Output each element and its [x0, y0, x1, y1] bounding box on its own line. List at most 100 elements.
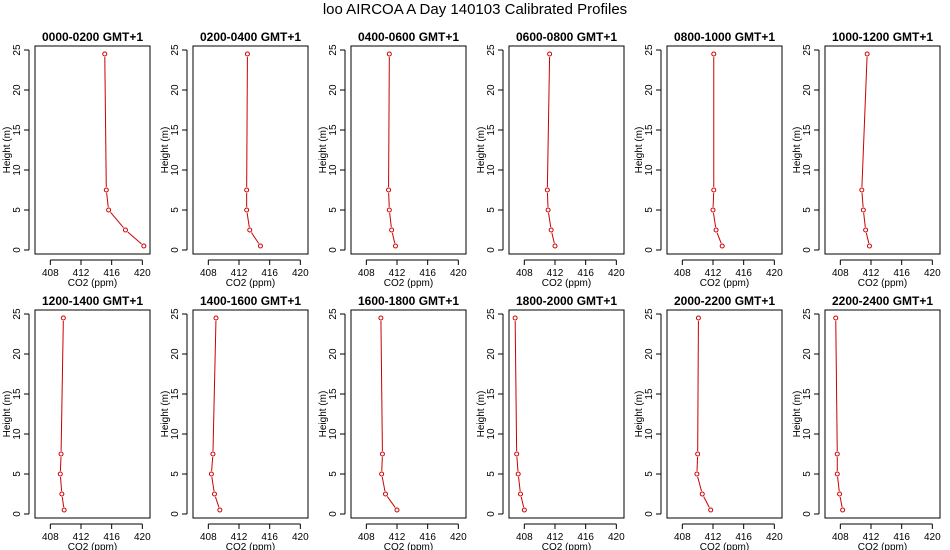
data-point: [864, 51, 870, 57]
x-tick-label: 412: [547, 268, 564, 279]
y-tick-label: 20: [170, 84, 181, 96]
data-point: [552, 243, 558, 249]
x-tick-label: 420: [134, 532, 151, 543]
data-point: [514, 451, 520, 457]
profile-segment: [388, 56, 390, 188]
panel-12: 2200-2400 GMT+1 408 412 416 420 CO2 (ppm) 0 5 10…: [792, 294, 941, 550]
y-tick-label: 25: [12, 308, 23, 320]
y-tick-label: 5: [486, 207, 497, 213]
y-axis-label: Height (m): [2, 127, 13, 174]
data-point: [378, 315, 384, 321]
panel-3: 0400-0600 GMT+1 408 412 416 420 CO2 (ppm) 0 5 10…: [318, 30, 467, 289]
data-point: [244, 51, 250, 57]
panel-8: 1400-1600 GMT+1 408 412 416 420 CO2 (ppm) 0 5 10…: [160, 294, 309, 550]
y-tick-label: 10: [486, 428, 497, 440]
x-tick-label: 416: [419, 268, 436, 279]
plot-frame: [192, 309, 309, 519]
panel-6: 1000-1200 GMT+1 408 412 416 420 CO2 (ppm) 0 5 10…: [792, 30, 941, 289]
y-tick-label: 0: [802, 511, 813, 517]
panel-1: 0000-0200 GMT+1 408 412 416 420 CO2 (ppm) 0 5 10…: [2, 30, 151, 289]
y-tick-label: 5: [328, 207, 339, 213]
profile-segment: [863, 212, 866, 228]
profile-segment: [861, 56, 868, 188]
data-point: [547, 51, 553, 57]
profile-segment: [380, 320, 383, 452]
x-tick-label: 408: [200, 532, 217, 543]
data-point: [392, 243, 398, 249]
y-tick-label: 10: [170, 164, 181, 176]
data-point: [834, 451, 840, 457]
data-point: [244, 187, 250, 193]
profile-segment: [865, 232, 870, 244]
y-tick-label: 15: [486, 124, 497, 136]
y-tick-label: 25: [328, 44, 339, 56]
profile-segment: [835, 320, 838, 452]
data-point: [719, 243, 725, 249]
profile-segment: [548, 212, 552, 228]
y-tick-label: 20: [802, 348, 813, 360]
x-tick-label: 420: [292, 268, 309, 279]
data-point: [57, 471, 63, 477]
y-tick-label: 15: [644, 124, 655, 136]
y-tick-label: 25: [644, 308, 655, 320]
y-tick-label: 15: [328, 388, 339, 400]
y-tick-label: 5: [170, 471, 181, 477]
data-point: [512, 315, 518, 321]
data-point: [103, 187, 109, 193]
y-tick-label: 15: [802, 388, 813, 400]
y-tick-label: 0: [486, 247, 497, 253]
x-tick-label: 408: [200, 268, 217, 279]
x-tick-label: 408: [674, 532, 691, 543]
panel-9: 1600-1800 GMT+1 408 412 416 420 CO2 (ppm) 0 5 10…: [318, 294, 467, 550]
y-axis-label: Height (m): [476, 127, 487, 174]
x-tick-label: 412: [231, 532, 248, 543]
plot-frame: [350, 309, 467, 519]
x-tick-label: 420: [766, 532, 783, 543]
data-point: [141, 243, 147, 249]
panel-title: 1800-2000 GMT+1: [516, 294, 617, 308]
data-point: [708, 507, 714, 513]
profile-segment: [551, 232, 555, 244]
data-point: [211, 491, 217, 497]
plot-frame: [350, 45, 467, 255]
panel-title: 2000-2200 GMT+1: [674, 294, 775, 308]
plot-frame: [508, 45, 625, 255]
panel-title: 1600-1800 GMT+1: [358, 294, 459, 308]
x-axis-label: CO2 (ppm): [542, 542, 591, 550]
data-point: [713, 227, 719, 233]
y-axis-label: Height (m): [792, 391, 803, 438]
y-tick-label: 5: [644, 471, 655, 477]
x-tick-label: 416: [893, 268, 910, 279]
y-tick-label: 0: [802, 247, 813, 253]
y-tick-label: 10: [486, 164, 497, 176]
panel-title: 2200-2400 GMT+1: [832, 294, 933, 308]
y-tick-label: 5: [328, 471, 339, 477]
x-tick-label: 408: [832, 532, 849, 543]
profile-segment: [837, 476, 840, 492]
data-point: [860, 207, 866, 213]
y-tick-label: 0: [328, 247, 339, 253]
data-point: [515, 471, 521, 477]
y-tick-label: 0: [170, 247, 181, 253]
y-tick-label: 15: [12, 388, 23, 400]
y-tick-label: 20: [12, 84, 23, 96]
profile-segment: [246, 56, 248, 188]
data-point: [122, 227, 128, 233]
y-tick-label: 5: [802, 471, 813, 477]
x-axis-label: CO2 (ppm): [226, 278, 275, 289]
data-point: [217, 507, 223, 513]
plot-frame: [192, 45, 309, 255]
profile-segment: [211, 456, 214, 472]
panel-11: 2000-2200 GMT+1 408 412 416 420 CO2 (ppm) 0 5 10…: [634, 294, 783, 550]
figure-title: loo AIRCOA A Day 140103 Calibrated Profi…: [322, 1, 628, 18]
x-tick-label: 416: [735, 532, 752, 543]
profile-segment: [391, 232, 396, 244]
x-axis-label: CO2 (ppm): [858, 542, 907, 550]
data-point: [386, 207, 392, 213]
profile-segment: [696, 456, 699, 472]
y-tick-label: 25: [328, 308, 339, 320]
profile-segment: [211, 476, 215, 492]
data-point: [544, 187, 550, 193]
x-tick-label: 408: [42, 268, 59, 279]
